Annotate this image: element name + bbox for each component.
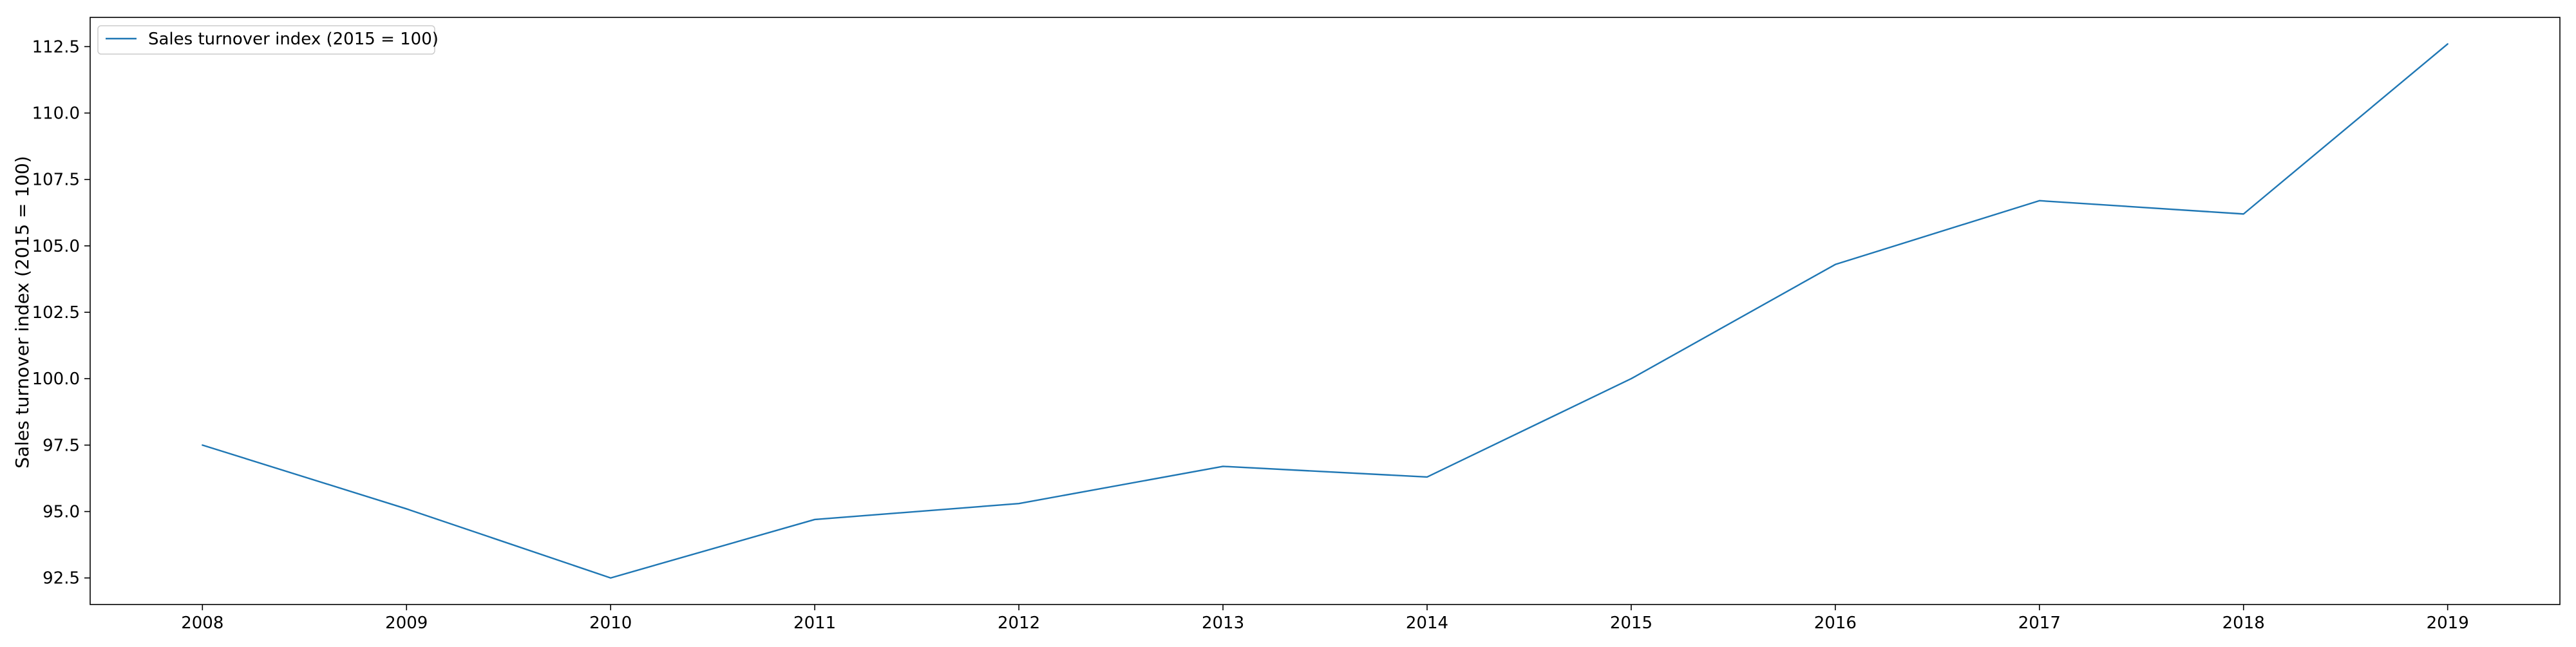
x-tick-label: 2008 [181, 614, 223, 633]
y-tick-label: 105.0 [32, 237, 80, 256]
legend-entry-label: Sales turnover index (2015 = 100) [148, 30, 439, 49]
y-tick-label: 102.5 [32, 303, 80, 323]
x-tick-label: 2015 [1610, 614, 1653, 633]
data-point [1017, 502, 1021, 505]
y-tick-label: 110.0 [32, 104, 80, 124]
x-tick-label: 2009 [385, 614, 428, 633]
y-axis-label: Sales turnover index (2015 = 100) [12, 156, 33, 469]
x-tick-label: 2014 [1406, 614, 1448, 633]
data-point [1629, 377, 1633, 380]
y-tick-label: 112.5 [32, 37, 80, 57]
x-tick-label: 2017 [2018, 614, 2061, 633]
x-tick-label: 2010 [589, 614, 632, 633]
legend-box [97, 25, 435, 55]
series-group [200, 42, 2450, 580]
y-tick-label: 107.5 [32, 171, 80, 190]
y-tick-label: 95.0 [43, 503, 80, 522]
y-tick-label: 92.5 [43, 569, 80, 588]
data-point [200, 443, 204, 447]
axis-ticks: 92.5 95.0 97.5 100.0 102.5 105.0 107.5 110.0 112… [32, 37, 2469, 633]
x-tick-label: 2018 [2222, 614, 2265, 633]
x-tick-label: 2013 [1202, 614, 1244, 633]
legend: Sales turnover index (2015 = 100) [97, 25, 439, 55]
data-point [609, 576, 612, 580]
x-tick-label: 2011 [793, 614, 836, 633]
data-point [2446, 42, 2450, 46]
y-tick-label: 100.0 [32, 370, 80, 389]
plot-frame [90, 17, 2561, 605]
data-point [813, 518, 817, 521]
data-point [2038, 199, 2041, 203]
data-point [1425, 475, 1429, 479]
y-tick-label: 97.5 [43, 436, 80, 455]
x-tick-label: 2019 [2427, 614, 2469, 633]
data-point [2242, 212, 2246, 216]
data-point [404, 507, 408, 511]
y-axis-label-group: Sales turnover index (2015 = 100) [12, 156, 33, 469]
data-point [1221, 464, 1225, 468]
x-tick-label: 2012 [998, 614, 1040, 633]
data-point [1833, 263, 1837, 267]
series-line [202, 43, 2448, 579]
x-tick-label: 2016 [1814, 614, 1857, 633]
